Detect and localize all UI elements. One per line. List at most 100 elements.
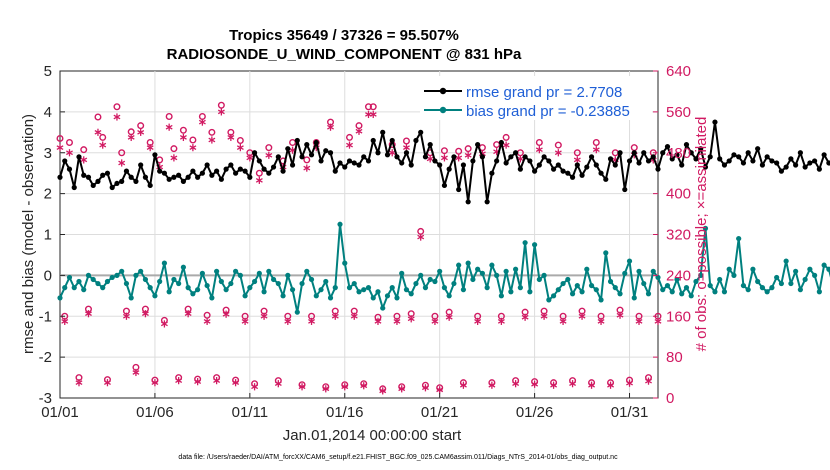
rmse-point <box>247 174 253 180</box>
y-axis-label-left: rmse and bias (model - observation) <box>20 114 37 354</box>
rmse-point <box>569 174 576 180</box>
bias-point <box>285 272 291 278</box>
obs-assimilated-marker <box>217 108 225 116</box>
rmse-point <box>750 158 756 164</box>
rmse-point <box>114 180 120 187</box>
bias-point <box>569 291 576 297</box>
bias-point <box>731 272 737 278</box>
bias-point <box>778 280 784 287</box>
bias-point <box>783 258 789 264</box>
bias-point <box>698 272 704 278</box>
bias-point <box>802 276 808 283</box>
rmse-point <box>408 162 414 168</box>
rmse-point <box>147 182 153 189</box>
rmse-point <box>332 168 338 174</box>
obs-possible-marker <box>464 145 472 153</box>
obs-assimilated-marker <box>626 379 633 387</box>
obs-assimilated-marker <box>436 386 444 394</box>
obs-possible-marker <box>535 139 543 147</box>
obs-assimilated-marker <box>350 312 358 320</box>
obs-assimilated-marker <box>654 317 662 325</box>
rmse-point <box>460 162 467 168</box>
y-tick-label-right: 160 <box>666 308 691 325</box>
bias-point <box>513 266 519 272</box>
obs-assimilated-marker <box>222 310 230 318</box>
obs-assimilated-marker <box>122 312 130 320</box>
rmse-point <box>532 168 538 174</box>
y-tick-label-left: 3 <box>44 145 52 162</box>
chart-subtitle: RADIOSONDE_U_WIND_COMPONENT @ 831 hPa <box>167 46 522 63</box>
rmse-point <box>76 154 82 160</box>
rmse-point <box>166 176 172 182</box>
bias-point <box>294 309 300 315</box>
rmse-point <box>636 160 642 166</box>
y-tick-label-left: 0 <box>44 267 52 284</box>
obs-assimilated-marker <box>592 146 600 154</box>
bias-point <box>636 268 642 274</box>
rmse-point <box>304 141 310 148</box>
bias-point <box>579 289 585 295</box>
legend: rmse grand pr = 2.7708 bias grand pr = -… <box>420 76 652 120</box>
bias-point <box>593 287 599 293</box>
obs-assimilated-marker <box>645 377 652 385</box>
x-axis-label: Jan.01,2014 00:00:00 start <box>283 427 462 444</box>
bias-point <box>465 260 471 266</box>
bias-point <box>299 280 305 287</box>
rmse-point <box>228 162 234 168</box>
rmse-point <box>812 158 818 164</box>
rmse-point <box>607 156 614 162</box>
obs-assimilated-marker <box>75 379 83 387</box>
obs-possible-marker <box>170 145 178 153</box>
bias-point <box>446 293 452 299</box>
bias-point <box>655 274 661 281</box>
bias-point <box>119 268 125 274</box>
bias-point <box>318 287 324 293</box>
bias-point <box>645 291 652 297</box>
bias-point <box>550 293 557 299</box>
bias-point <box>147 285 153 291</box>
rmse-point <box>721 162 728 168</box>
rmse-point <box>560 168 566 174</box>
rmse-point <box>123 168 130 174</box>
bias-point <box>128 295 134 301</box>
obs-possible-marker <box>189 136 197 144</box>
y-tick-label-left: 4 <box>44 104 52 121</box>
bias-point <box>702 225 709 231</box>
rmse-point <box>142 174 149 180</box>
obs-possible-marker <box>402 137 410 145</box>
rmse-point <box>764 154 770 160</box>
bias-point <box>76 278 82 285</box>
bias-point <box>683 285 690 291</box>
obs-possible-marker <box>303 156 311 164</box>
obs-assimilated-marker <box>417 233 425 241</box>
rmse-point <box>807 160 813 166</box>
obs-assimilated-marker <box>550 381 558 389</box>
obs-assimilated-marker <box>588 381 596 389</box>
rmse-point <box>299 154 305 160</box>
rmse-point <box>546 158 552 164</box>
rmse-point <box>816 166 822 172</box>
y-tick-label-left: -2 <box>39 349 52 366</box>
bias-point <box>736 235 742 242</box>
obs-assimilated-marker <box>175 377 183 385</box>
bias-point <box>764 289 770 295</box>
bias-point <box>280 293 286 299</box>
rmse-point <box>536 162 542 168</box>
rmse-point <box>128 174 134 180</box>
rmse-point <box>717 156 723 162</box>
rmse-point <box>645 158 652 164</box>
obs-assimilated-marker <box>440 154 448 162</box>
legend-bias-label: bias grand pr = -0.23885 <box>466 103 630 120</box>
obs-assimilated-marker <box>85 310 92 318</box>
bias-point <box>308 276 315 283</box>
obs-assimilated-marker <box>431 317 439 325</box>
rmse-point <box>465 199 471 205</box>
obs-possible-marker <box>217 101 225 109</box>
bias-point <box>190 291 196 297</box>
y-tick-label-right: 240 <box>666 267 691 284</box>
rmse-point <box>470 158 476 164</box>
bias-point <box>797 287 803 293</box>
obs-assimilated-marker <box>184 310 192 318</box>
rmse-point <box>513 150 519 156</box>
bias-point <box>422 285 429 291</box>
